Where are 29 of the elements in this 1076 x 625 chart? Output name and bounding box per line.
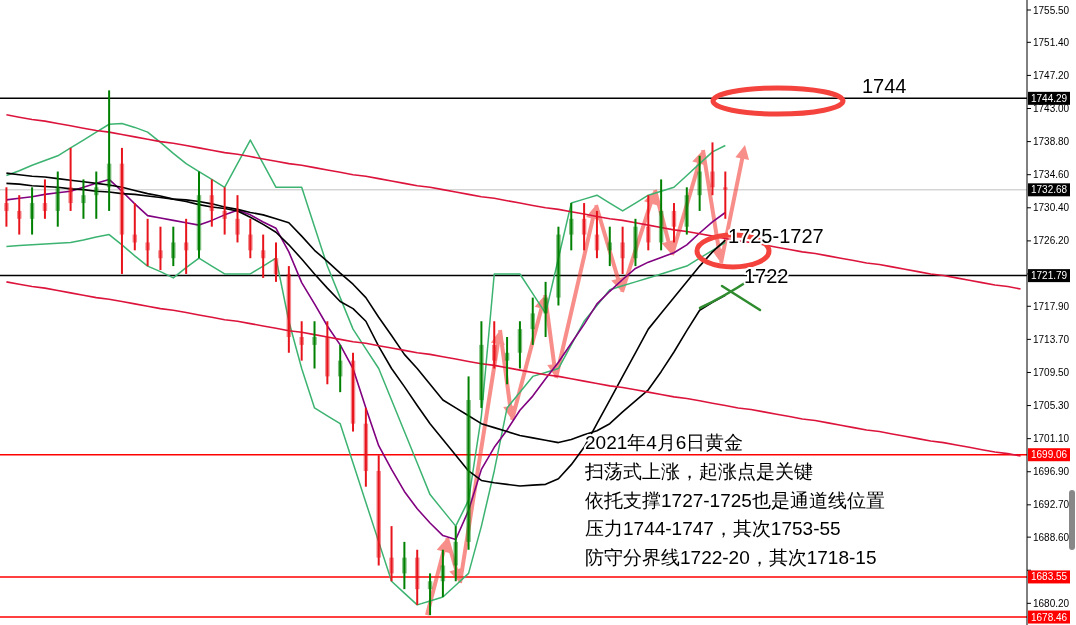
y-tick-label: 1751.40	[1033, 36, 1070, 48]
y-tick-label: 1734.60	[1033, 169, 1070, 181]
y-tick-label: 1738.80	[1033, 136, 1070, 148]
y-tick-label: 1705.30	[1033, 400, 1070, 412]
ref-line-label: 1732.68	[1031, 184, 1068, 196]
y-tick-label: 1726.20	[1033, 235, 1070, 247]
ref-line-label: 1683.55	[1031, 571, 1068, 583]
annotation: 1744	[862, 75, 907, 97]
y-tick-label: 1692.70	[1033, 499, 1070, 511]
ref-line-label: 1699.06	[1031, 449, 1068, 461]
annotation: 压力1744-1747，其次1753-55	[585, 518, 841, 539]
annotation: 防守分界线1722-20，其次1718-15	[585, 547, 877, 568]
y-tick-label: 1743.00	[1033, 103, 1070, 114]
y-tick-label: 1709.50	[1033, 366, 1070, 378]
y-tick-label: 1701.10	[1033, 433, 1070, 445]
annotation: 2021年4月6日黄金	[585, 432, 744, 453]
y-tick-label: 1696.90	[1033, 466, 1070, 478]
annotation: 依托支撑1727-1725也是通道线位置	[585, 490, 885, 511]
ref-line-label: 1744.29	[1031, 92, 1068, 104]
y-tick-label: 1680.20	[1033, 597, 1070, 609]
annotation: 扫荡式上涨，起涨点是关键	[584, 461, 813, 482]
y-tick-label: 1747.20	[1033, 69, 1070, 81]
y-tick-label: 1730.40	[1033, 202, 1070, 214]
ref-line-label: 1721.79	[1031, 270, 1068, 282]
y-tick-label: 1713.70	[1033, 333, 1070, 345]
y-tick-label: 1755.50	[1033, 4, 1070, 16]
ref-line-label: 1678.46	[1031, 611, 1068, 623]
y-tick-label: 1688.60	[1033, 531, 1070, 543]
y-tick-label: 1717.90	[1033, 300, 1070, 312]
